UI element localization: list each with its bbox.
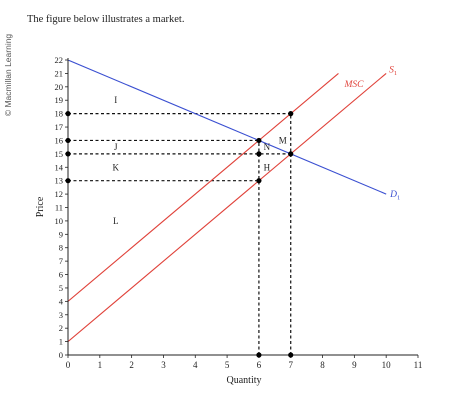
x-tick-label: 1: [98, 360, 103, 370]
x-tick-label: 5: [225, 360, 230, 370]
region-label: K: [112, 162, 119, 172]
y-tick-label: 4: [59, 296, 64, 306]
y-tick-label: 3: [59, 310, 63, 320]
y-tick-label: 6: [59, 270, 63, 280]
curve-label-d1: D1: [389, 190, 400, 202]
y-tick-label: 14: [55, 162, 64, 172]
x-tick-label: 3: [161, 360, 166, 370]
curve-label-s1: S1: [389, 65, 397, 77]
data-point: [256, 151, 262, 157]
x-tick-label: 0: [66, 360, 71, 370]
data-point: [65, 151, 71, 157]
region-label: I: [114, 95, 117, 105]
x-tick-label: 7: [288, 360, 293, 370]
data-point: [288, 352, 294, 358]
region-labels: I JK L MNH: [112, 95, 286, 226]
tick-labels: 0 1 2 3 4 5 6 7 8 9 10 1101234567891011121314151617…: [55, 55, 423, 370]
curve-label-msc: MSC: [343, 80, 364, 90]
data-point: [256, 178, 262, 184]
y-tick-label: 19: [55, 95, 64, 105]
x-tick-label: 4: [193, 360, 198, 370]
curve-d1: [68, 60, 387, 195]
curve-msc: [68, 72, 339, 302]
region-label: H: [264, 162, 271, 172]
x-axis-label: Quantity: [227, 375, 262, 386]
y-tick-label: 18: [55, 109, 64, 119]
data-point: [65, 137, 71, 144]
data-point: [288, 111, 294, 117]
data-point: [288, 151, 294, 157]
data-point: [65, 111, 71, 117]
y-axis-label: Price: [35, 196, 46, 217]
data-point: [65, 178, 71, 184]
y-tick-label: 8: [59, 243, 63, 253]
y-tick-label: 17: [55, 122, 64, 132]
curve-label-main: D: [389, 190, 397, 200]
y-tick-label: 20: [55, 82, 64, 92]
curves: [68, 60, 387, 343]
y-tick-label: 22: [55, 55, 64, 65]
region-label: N: [264, 142, 271, 152]
region-label: M: [279, 135, 287, 145]
y-tick-label: 5: [59, 283, 63, 293]
y-tick-label: 9: [59, 229, 63, 239]
y-tick-label: 12: [55, 189, 64, 199]
x-tick-label: 9: [352, 360, 357, 370]
x-tick-label: 2: [129, 360, 134, 370]
x-tick-label: 6: [257, 360, 262, 370]
curve-label-main: MSC: [343, 80, 364, 90]
y-tick-label: 21: [55, 68, 64, 78]
question-prompt: The figure below illustrates a market.: [27, 14, 185, 25]
y-tick-label: 7: [59, 256, 63, 266]
region-label: J: [114, 142, 118, 152]
curve-label-main: S: [389, 65, 394, 75]
x-tick-label: 11: [414, 360, 423, 370]
dashed-guides: [68, 113, 292, 355]
curve-s1: [68, 72, 387, 343]
y-tick-label: 15: [55, 149, 64, 159]
y-tick-label: 16: [55, 135, 64, 145]
region-label: L: [113, 216, 119, 226]
y-tick-label: 1: [59, 337, 63, 347]
y-tick-label: 11: [55, 203, 63, 213]
y-tick-label: 2: [59, 323, 63, 333]
points: [65, 111, 294, 358]
curve-label-sub: 1: [397, 195, 400, 202]
x-tick-label: 10: [382, 360, 392, 370]
y-tick-label: 10: [55, 216, 64, 226]
x-tick-label: 8: [320, 360, 325, 370]
axes: [65, 58, 419, 358]
data-point: [256, 137, 262, 144]
y-tick-label: 0: [59, 350, 63, 360]
y-tick-label: 13: [55, 176, 64, 186]
data-point: [256, 352, 262, 358]
curve-label-sub: 1: [394, 70, 397, 77]
